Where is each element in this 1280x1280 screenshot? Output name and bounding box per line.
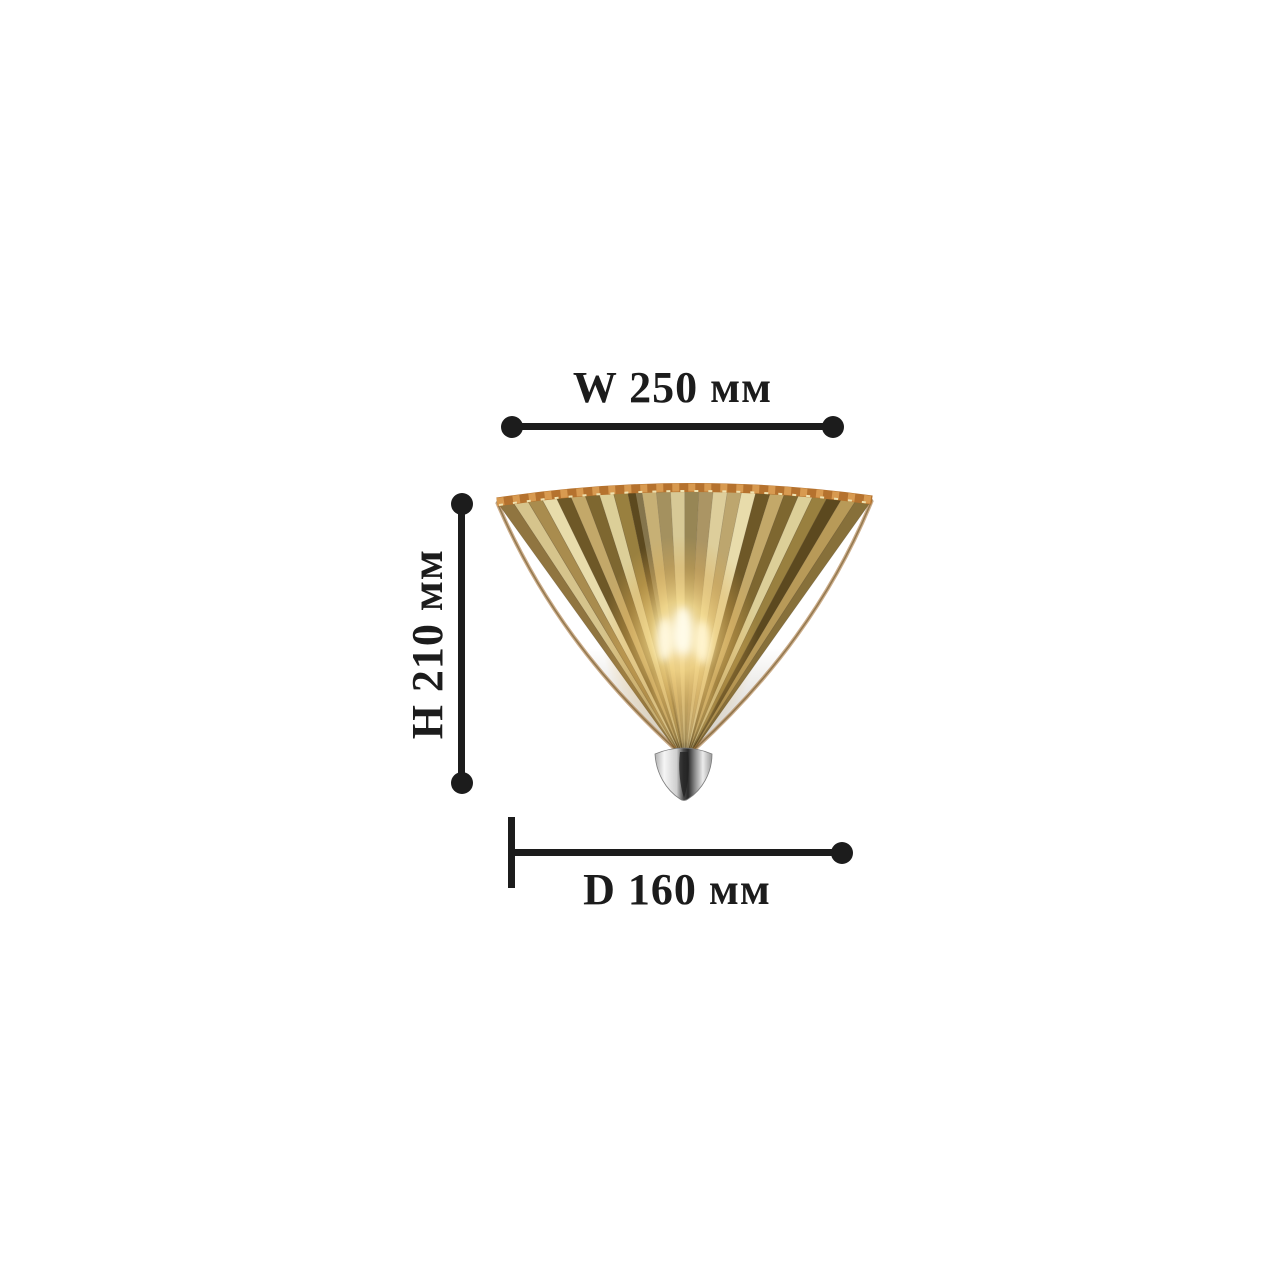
dimension-end-tick: [508, 817, 515, 888]
width-dimension-label: W 250 мм: [572, 363, 773, 412]
dimension-endpoint-dot: [822, 415, 844, 438]
depth-dimension-label: D 160 мм: [583, 865, 771, 914]
depth-dimension-line: [508, 817, 853, 888]
height-dimension-line: [450, 493, 473, 794]
lamp-glow: [602, 536, 758, 744]
sconce-illustration: [495, 483, 874, 801]
dimension-endpoint-dot: [501, 415, 523, 438]
chrome-finial: [654, 747, 713, 801]
crystal-rim: [496, 483, 873, 507]
width-dimension-line: [501, 415, 844, 438]
dimension-endpoint-dot: [831, 841, 853, 864]
height-dimension-label: H 210 мм: [402, 549, 452, 740]
dimension-endpoint-dot: [450, 772, 473, 794]
dimension-endpoint-dot: [450, 493, 473, 515]
